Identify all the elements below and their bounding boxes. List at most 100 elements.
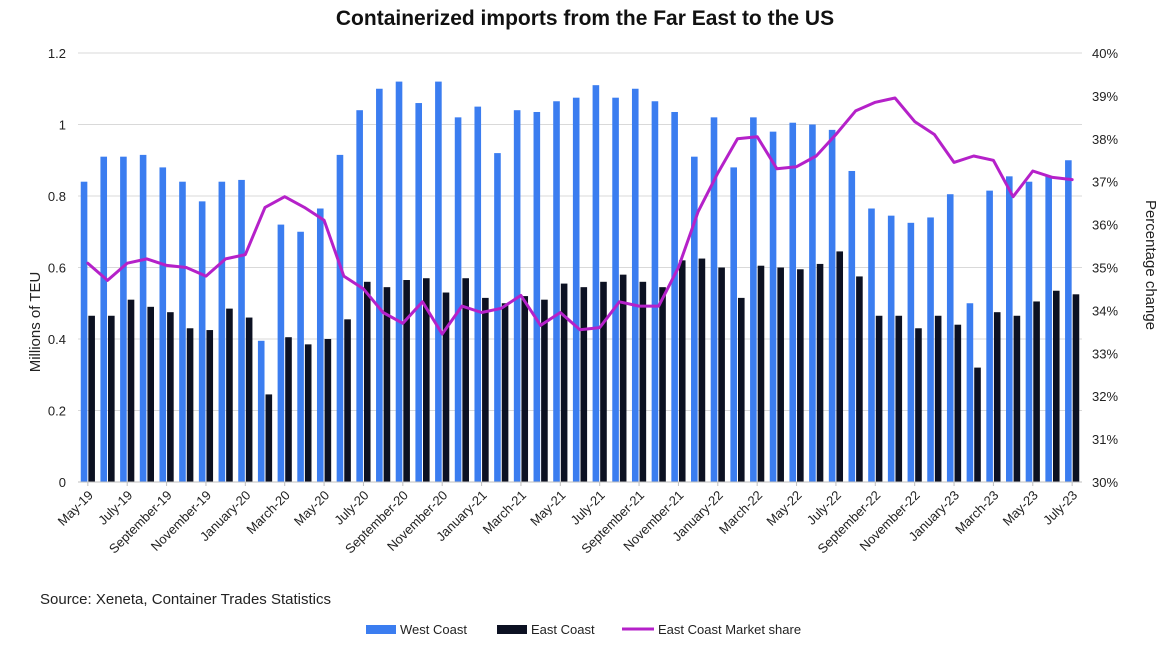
y2-tick-label: 36%	[1092, 218, 1118, 233]
bar-west-coast	[435, 81, 442, 482]
bar-east-coast	[521, 296, 529, 482]
bar-west-coast	[257, 340, 265, 482]
bar-east-coast	[777, 267, 784, 482]
bar-west-coast	[218, 181, 226, 482]
bar-west-coast	[179, 181, 186, 482]
x-tick-label: March-20	[243, 488, 292, 537]
bar-west-coast	[198, 201, 206, 483]
x-tick-label: May-22	[763, 488, 804, 529]
bar-east-coast	[915, 328, 922, 482]
bar-west-coast	[887, 215, 895, 482]
bar-west-coast	[297, 231, 304, 482]
y2-tick-label: 35%	[1092, 261, 1118, 276]
bar-west-coast	[789, 122, 797, 483]
bar-east-coast	[737, 297, 745, 482]
bar-east-coast	[954, 324, 962, 482]
y2-axis-label: Percentage change	[1142, 200, 1159, 330]
bar-east-coast	[285, 337, 292, 482]
bar-west-coast	[376, 88, 383, 482]
y2-tick-label: 31%	[1092, 432, 1118, 447]
x-tick-label: March-21	[480, 488, 529, 537]
bar-west-coast	[474, 106, 482, 482]
bar-west-coast	[494, 153, 501, 482]
source-note: Source: Xeneta, Container Trades Statist…	[40, 591, 331, 608]
bar-east-coast	[580, 287, 588, 482]
bar-west-coast	[592, 85, 600, 483]
bar-west-coast	[454, 117, 462, 482]
bar-west-coast	[395, 81, 403, 482]
bar-west-coast	[159, 167, 167, 482]
bar-west-coast	[927, 217, 934, 482]
chart-title: Containerized imports from the Far East …	[336, 7, 834, 30]
x-tick-label: May-23	[1000, 488, 1041, 529]
bar-west-coast	[848, 170, 856, 482]
bar-east-coast	[698, 258, 706, 482]
bar-east-coast	[856, 276, 863, 482]
bar-east-coast	[1052, 290, 1060, 482]
y-tick-label: 0.2	[48, 404, 66, 419]
legend-label-west-coast: West Coast	[400, 622, 467, 637]
x-tick-label: March-22	[716, 488, 765, 537]
bar-east-coast	[501, 303, 509, 482]
bars	[80, 81, 1080, 483]
bar-east-coast	[718, 267, 725, 482]
y-tick-label: 0.4	[48, 332, 66, 347]
bar-west-coast	[80, 181, 88, 482]
legend-label-east-coast: East Coast	[531, 622, 595, 637]
bar-east-coast	[934, 315, 942, 482]
x-tick-label: May-19	[55, 488, 96, 529]
bar-east-coast	[974, 367, 981, 482]
x-tick-label: March-23	[952, 488, 1001, 537]
bar-east-coast	[993, 312, 1001, 482]
bar-west-coast	[553, 101, 560, 482]
line-east-coast-market-share	[86, 96, 1074, 336]
bar-west-coast	[336, 154, 344, 482]
bar-east-coast	[344, 319, 351, 482]
bar-east-coast	[816, 263, 824, 482]
bar-east-coast	[1013, 315, 1021, 482]
bar-east-coast	[226, 308, 233, 482]
bar-west-coast	[316, 208, 324, 482]
bar-west-coast	[907, 222, 915, 482]
market-share-line-group	[86, 96, 1074, 336]
bar-east-coast	[324, 339, 332, 482]
y2-tick-label: 38%	[1092, 132, 1118, 147]
y2-tick-label: 33%	[1092, 346, 1118, 361]
bar-west-coast	[1045, 176, 1052, 482]
y2-tick-label: 30%	[1092, 475, 1118, 490]
bar-west-coast	[691, 156, 698, 483]
y-axis-label: Millions of TEU	[27, 272, 44, 373]
bar-west-coast	[238, 179, 245, 482]
bar-east-coast	[678, 260, 686, 482]
bar-west-coast	[1065, 160, 1072, 482]
y-tick-label: 1.2	[48, 46, 66, 61]
bar-east-coast	[757, 265, 765, 482]
bar-west-coast	[671, 111, 678, 483]
bar-east-coast	[560, 283, 568, 482]
bar-west-coast	[533, 111, 541, 483]
bar-east-coast	[88, 315, 95, 482]
bar-west-coast	[710, 117, 718, 482]
y2-tick-label: 32%	[1092, 389, 1118, 404]
y-tick-label: 0.6	[48, 261, 66, 276]
bar-west-coast	[809, 124, 816, 482]
bar-west-coast	[120, 156, 127, 483]
bar-east-coast	[1033, 301, 1040, 482]
bar-west-coast	[730, 167, 737, 482]
bar-west-coast	[1025, 181, 1033, 482]
y2-tick-label: 37%	[1092, 175, 1118, 190]
bar-east-coast	[482, 297, 489, 482]
y2-tick-label: 34%	[1092, 303, 1118, 318]
x-axis-ticks: May-19 July-19September-19November-19Janu…	[55, 482, 1080, 556]
bar-east-coast	[659, 287, 666, 482]
bar-east-coast	[619, 274, 627, 482]
bar-east-coast	[600, 281, 607, 482]
bar-east-coast	[363, 281, 371, 482]
x-tick-label: May-20	[291, 488, 332, 529]
bar-west-coast	[139, 154, 147, 482]
bar-west-coast	[572, 97, 580, 482]
bar-east-coast	[875, 315, 883, 482]
bar-east-coast	[895, 315, 903, 482]
bar-east-coast	[1072, 294, 1080, 482]
